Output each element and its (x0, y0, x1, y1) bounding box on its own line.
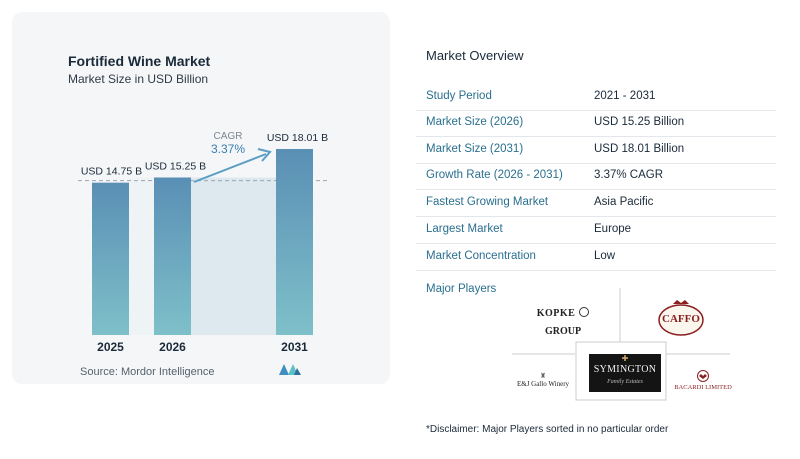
bar-2025 (92, 182, 129, 335)
band-2025-2026 (129, 177, 154, 335)
overview-row-concentration: Market Concentration Low (416, 245, 776, 271)
overview-value: Low (594, 250, 616, 262)
tick-label-2026: 2026 (159, 340, 186, 354)
symington-logo-text: SYMINGTON (593, 364, 657, 375)
gallo-logo-text: E&J Gallo Winery (516, 380, 570, 388)
cagr-arrow-head (257, 148, 272, 162)
chart-subtitle: Market Size in USD Billion (68, 72, 209, 86)
bacardi-logo-text: BACARDI LIMITED (674, 384, 732, 391)
bar-2026 (154, 177, 191, 335)
overview-label: Study Period (426, 90, 492, 102)
band-2026-2031 (191, 177, 276, 335)
cagr-value: 3.37% (211, 142, 245, 156)
kopke-emblem-icon (579, 307, 590, 317)
overview-label: Market Size (2026) (426, 116, 524, 128)
chart-title: Fortified Wine Market (68, 53, 211, 69)
bar-chart: USD 14.75 B 2025 USD 15.25 B 2026 USD 18.01 … (78, 131, 330, 354)
overview-value: Europe (594, 223, 632, 235)
symington-cross-icon: ✚ (621, 354, 629, 363)
overview-label: Fastest Growing Market (426, 196, 549, 208)
overview-value: Asia Pacific (594, 196, 654, 208)
kopke-logo-text: KOPKE (536, 308, 576, 319)
overview-label: Market Concentration (426, 250, 536, 262)
overview-row-fastest-growing: Fastest Growing Market Asia Pacific (416, 191, 776, 217)
tick-label-2031: 2031 (281, 340, 308, 354)
kopke-group-logo: KOPKE GROUP (522, 303, 604, 337)
cagr-label: CAGR (214, 131, 243, 142)
tick-label-2025: 2025 (97, 340, 124, 354)
overview-value: 2021 - 2031 (594, 90, 656, 102)
caffo-logo: CAFFO (655, 296, 707, 338)
gallo-emblem-icon: ♜ (539, 372, 547, 380)
symington-sub-text: Family Estates (607, 379, 643, 385)
overview-label: Market Size (2031) (426, 143, 524, 155)
major-players-title: Major Players (426, 283, 497, 295)
overview-row-market-size-2026: Market Size (2026) USD 15.25 Billion (416, 111, 776, 137)
mordor-logo-icon (279, 364, 301, 375)
gallo-logo: ♜ E&J Gallo Winery (508, 372, 578, 394)
caffo-crest-icon (658, 300, 704, 336)
kopke-group-text: GROUP (544, 326, 582, 337)
disclaimer-note: *Disclaimer: Major Players sorted in no … (426, 424, 669, 435)
overview-value: USD 15.25 Billion (594, 116, 685, 128)
data-label-2031: USD 18.01 B (267, 132, 328, 144)
overview-value: 3.37% CAGR (594, 169, 664, 181)
overview-label: Largest Market (426, 223, 503, 235)
overview-row-market-size-2031: Market Size (2031) USD 18.01 Billion (416, 138, 776, 164)
overview-row-growth-rate: Growth Rate (2026 - 2031) 3.37% CAGR (416, 164, 776, 190)
bacardi-logo: BACARDI LIMITED (670, 370, 736, 398)
bar-2031 (276, 149, 313, 335)
overview-value: USD 18.01 Billion (594, 143, 685, 155)
data-label-2025: USD 14.75 B (81, 166, 142, 178)
cagr-arrow-line (193, 153, 267, 183)
caffo-logo-text: CAFFO (662, 313, 700, 325)
symington-logo: ✚ SYMINGTON Family Estates (589, 354, 661, 392)
overview-title: Market Overview (426, 48, 524, 63)
source-note: Source: Mordor Intelligence (80, 366, 215, 378)
bacardi-bat-icon (697, 370, 709, 382)
overview-row-largest-market: Largest Market Europe (416, 218, 776, 244)
overview-label: Growth Rate (2026 - 2031) (426, 169, 563, 181)
data-label-2026: USD 15.25 B (145, 161, 206, 173)
overview-row-study-period: Study Period 2021 - 2031 (416, 85, 776, 111)
